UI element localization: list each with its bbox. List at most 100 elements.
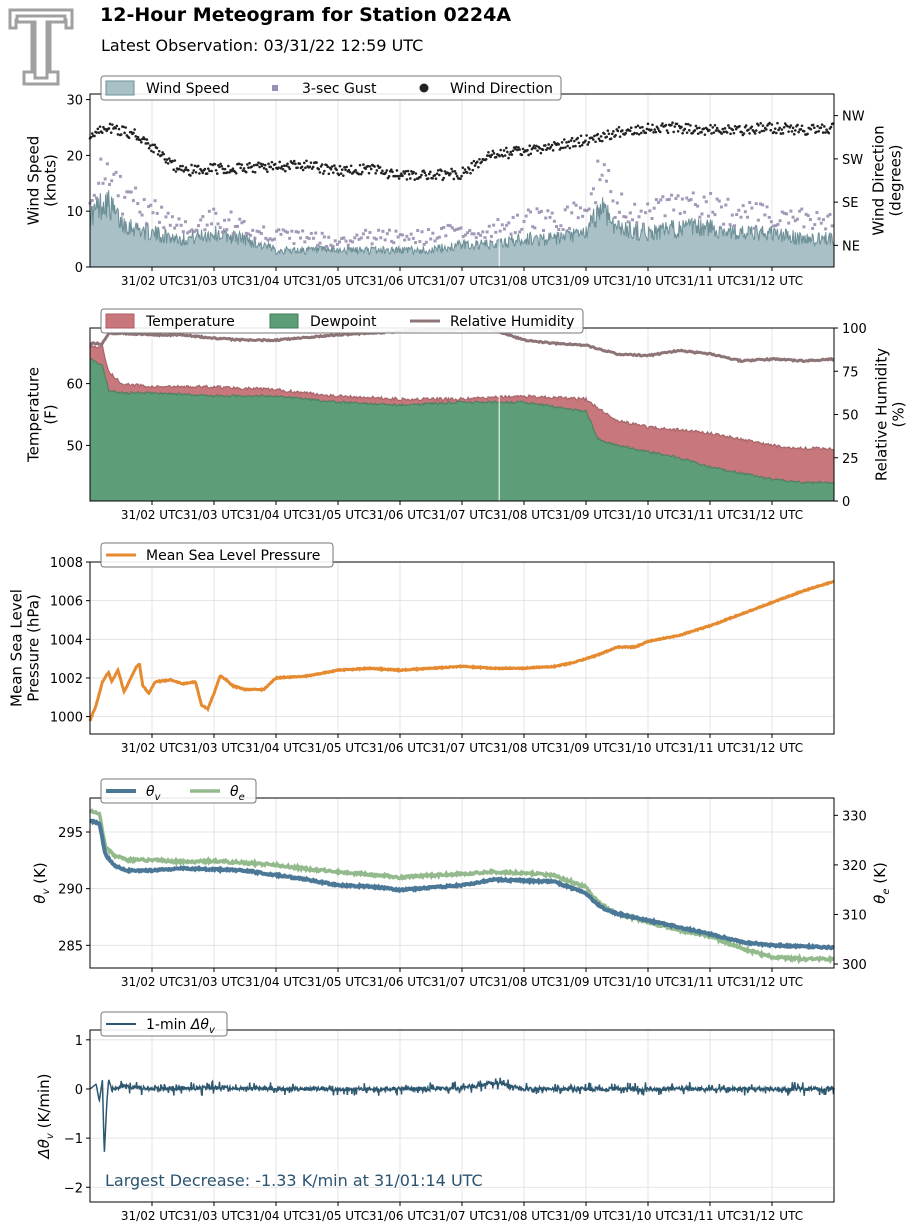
direction-marker [526, 148, 529, 152]
direction-marker [817, 129, 821, 133]
direction-marker [320, 163, 324, 166]
direction-marker [238, 162, 241, 166]
direction-marker [442, 176, 446, 180]
direction-marker [239, 166, 242, 170]
gust-marker [463, 233, 467, 237]
direction-marker [465, 171, 469, 174]
direction-marker [296, 166, 299, 169]
axis-label: (%) [890, 402, 908, 428]
gust-marker [576, 216, 580, 220]
direction-marker [135, 137, 139, 141]
direction-marker [671, 121, 674, 124]
gust-marker [509, 232, 513, 236]
legend-label: Relative Humidity [450, 314, 574, 330]
gust-marker [654, 198, 658, 202]
x-tick-label: 31/02 UTC [121, 975, 183, 989]
direction-marker [654, 130, 658, 134]
gust-marker [752, 226, 756, 230]
gust-marker [394, 229, 398, 233]
direction-marker [489, 155, 492, 159]
gust-marker [270, 238, 274, 242]
direction-marker [502, 149, 506, 152]
gust-marker [392, 241, 396, 245]
gust-marker [641, 222, 645, 226]
gust-marker [759, 202, 763, 206]
direction-marker [132, 131, 135, 135]
direction-marker [402, 170, 405, 173]
direction-marker [550, 143, 554, 147]
direction-marker [109, 131, 113, 134]
direction-marker [398, 174, 402, 178]
gust-marker [203, 228, 207, 232]
direction-marker [650, 128, 653, 132]
direction-marker [516, 148, 519, 152]
gust-marker [624, 215, 628, 219]
gust-marker [470, 232, 474, 236]
direction-marker [225, 171, 229, 174]
gust-marker [305, 236, 309, 240]
direction-marker [473, 164, 477, 167]
direction-marker [194, 170, 198, 174]
gust-marker [173, 226, 177, 230]
temperature-line [89, 344, 835, 451]
gust-marker [529, 210, 533, 214]
direction-marker [292, 159, 296, 163]
gust-marker [440, 227, 444, 231]
direction-marker [696, 132, 700, 135]
direction-marker [511, 149, 515, 153]
direction-marker [362, 163, 365, 166]
direction-marker [687, 128, 691, 132]
theta-panel: 31/02 UTC 31/03 UTC 31/04 UTC 31/05 UTC 31/0… [31, 778, 892, 989]
direction-marker [140, 140, 143, 144]
direction-marker [228, 171, 231, 174]
gust-marker [589, 192, 593, 196]
legend-label: Wind Direction [450, 81, 553, 97]
gust-marker [739, 215, 743, 219]
gust-marker [387, 228, 391, 232]
direction-marker [781, 132, 785, 135]
gust-marker [370, 242, 374, 246]
direction-marker [424, 174, 428, 177]
direction-marker [684, 122, 688, 126]
y-right-tick-label: 50 [842, 409, 859, 424]
direction-marker [286, 162, 289, 166]
direction-marker [744, 124, 748, 127]
gust-marker [765, 205, 769, 209]
direction-marker [708, 128, 711, 132]
direction-marker [252, 163, 256, 167]
direction-marker [490, 153, 494, 157]
gust-marker [472, 232, 476, 236]
gust-marker [550, 211, 554, 215]
direction-marker [241, 169, 245, 172]
direction-marker [147, 146, 151, 150]
direction-marker [152, 150, 155, 154]
direction-marker [151, 143, 154, 147]
direction-marker [487, 150, 490, 154]
gust-marker [678, 212, 682, 216]
direction-marker [733, 124, 737, 128]
x-tick-label: 31/06 UTC [369, 741, 431, 755]
axes-frame [89, 797, 835, 969]
direction-marker [148, 144, 152, 147]
legend-box [100, 75, 562, 101]
direction-marker [587, 140, 591, 144]
gust-marker [190, 228, 194, 232]
gust-marker [498, 229, 502, 233]
direction-marker [173, 159, 177, 162]
direction-marker [358, 163, 362, 167]
direction-marker [651, 123, 654, 127]
gust-marker [147, 205, 151, 209]
gust-marker [741, 204, 745, 208]
direction-marker [117, 127, 121, 131]
direction-marker [294, 162, 297, 166]
y-right-tick-label: SE [842, 196, 858, 211]
direction-marker [256, 163, 259, 167]
direction-marker [666, 131, 670, 135]
gust-marker [563, 208, 567, 212]
direction-marker [270, 160, 274, 164]
gust-marker [316, 243, 320, 247]
direction-marker [618, 135, 622, 138]
direction-marker [95, 131, 98, 134]
gust-marker [574, 203, 578, 207]
direction-marker [492, 152, 496, 155]
